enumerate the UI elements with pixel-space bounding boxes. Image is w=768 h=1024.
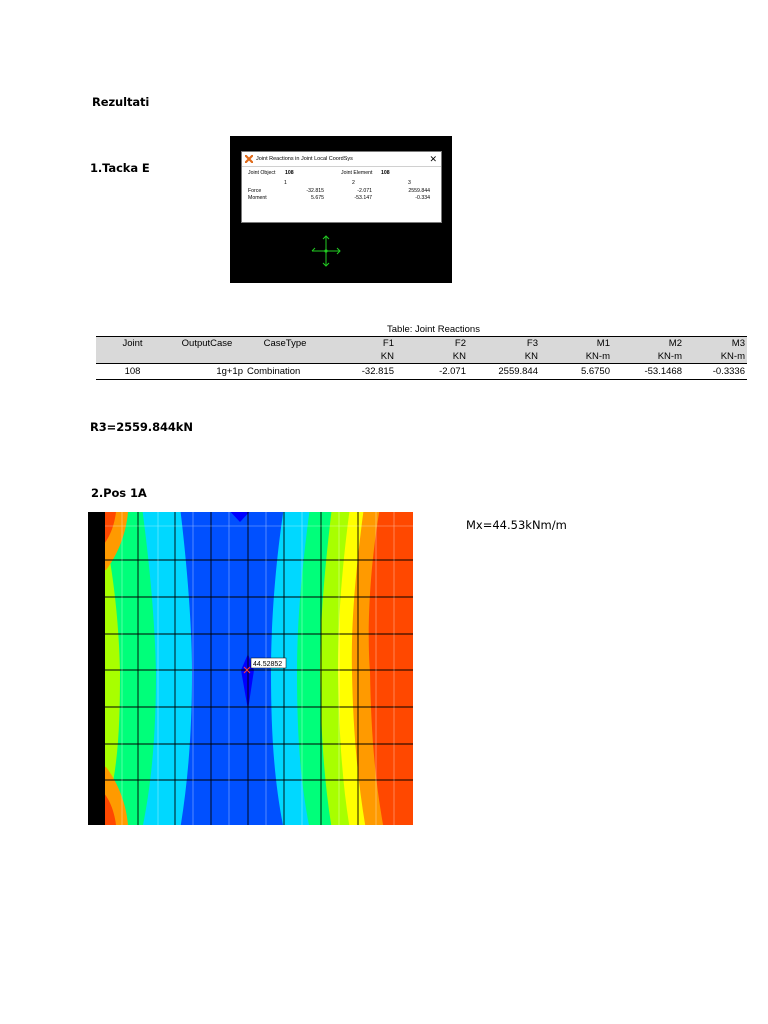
- unit-m2: KN-m: [612, 350, 684, 364]
- header-joint: Joint: [96, 336, 169, 350]
- cell-m3: -0.3336: [684, 363, 747, 380]
- app-icon: [245, 155, 253, 163]
- header-case-type: CaseType: [245, 336, 325, 350]
- mesh-grid: [88, 512, 413, 825]
- peak-marker-icon: [243, 666, 251, 674]
- header-m3: M3: [684, 336, 747, 350]
- unit-m3: KN-m: [684, 350, 747, 364]
- unit-f2: KN: [396, 350, 468, 364]
- cell-joint: 108: [96, 363, 169, 380]
- dialog-title: Joint Reactions in Joint Local CoordSys: [256, 156, 353, 162]
- joint-reactions-dialog: Joint Reactions in Joint Local CoordSys …: [241, 151, 442, 223]
- section-title-tacka-e: 1.Tacka E: [90, 161, 150, 175]
- header-f3: F3: [468, 336, 540, 350]
- joint-object-value: 108: [285, 170, 294, 176]
- contour-band-light-blue: [180, 512, 284, 825]
- unit-f3: KN: [468, 350, 540, 364]
- section-title-rezultati: Rezultati: [92, 95, 150, 109]
- corner-br-red: [384, 781, 406, 825]
- moment-contour-plot: 44.52852: [88, 512, 413, 825]
- contour-band-blue-top: [230, 512, 250, 522]
- unit-case-type: [245, 350, 325, 364]
- header-output-case: OutputCase: [169, 336, 245, 350]
- sub-grid: [88, 512, 413, 825]
- unit-joint: [96, 350, 169, 364]
- cell-f3: 2559.844: [468, 363, 540, 380]
- force-label: Force: [248, 188, 262, 194]
- moment-value-2: -53.147: [354, 195, 372, 201]
- table-title: Table: Joint Reactions: [387, 324, 480, 335]
- cell-f2: -2.071: [396, 363, 468, 380]
- table-row: 108 1g+1p Combination -32.815 -2.071 255…: [96, 363, 747, 380]
- value-label: 44.52852: [253, 661, 282, 668]
- col-header-3: 3: [408, 180, 411, 186]
- moment-label: Moment: [248, 195, 267, 201]
- joint-reactions-table: Table: Joint Reactions Joint OutputCase …: [96, 324, 747, 380]
- moment-value-3: -0.334: [415, 195, 430, 201]
- cell-m2: -53.1468: [612, 363, 684, 380]
- close-icon[interactable]: ✕: [429, 154, 437, 164]
- joint-object-label: Joint Object: [248, 170, 276, 176]
- cell-m1: 5.6750: [540, 363, 612, 380]
- cell-f1: -32.815: [325, 363, 396, 380]
- cell-output-case: 1g+1p: [169, 363, 245, 380]
- unit-output-case: [169, 350, 245, 364]
- table-units-row: KN KN KN KN-m KN-m KN-m: [96, 350, 747, 364]
- value-label-box: [250, 657, 287, 669]
- moment-value-1: 5.675: [311, 195, 324, 201]
- col-header-2: 2: [352, 180, 355, 186]
- section-title-pos-1a: 2.Pos 1A: [91, 486, 147, 500]
- mx-result: Mx=44.53kNm/m: [466, 518, 567, 532]
- r3-result: R3=2559.844kN: [90, 420, 193, 434]
- joint-element-label: Joint Element: [341, 170, 373, 176]
- joint-axes-icon: [311, 235, 341, 267]
- force-value-2: -2.071: [357, 188, 372, 194]
- corner-tr-red: [384, 512, 406, 556]
- force-value-3: 2559.844: [408, 188, 430, 194]
- unit-f1: KN: [325, 350, 396, 364]
- joint-reactions-screenshot: Joint Reactions in Joint Local CoordSys …: [230, 136, 452, 283]
- joint-element-value: 108: [381, 170, 390, 176]
- table-header-row: Joint OutputCase CaseType F1 F2 F3 M1 M2…: [96, 336, 747, 350]
- force-value-1: -32.815: [306, 188, 324, 194]
- dialog-titlebar: Joint Reactions in Joint Local CoordSys …: [242, 152, 441, 167]
- header-m1: M1: [540, 336, 612, 350]
- unit-m1: KN-m: [540, 350, 612, 364]
- header-m2: M2: [612, 336, 684, 350]
- header-f1: F1: [325, 336, 396, 350]
- col-header-1: 1: [284, 180, 287, 186]
- left-black-edge: [88, 512, 105, 825]
- header-f2: F2: [396, 336, 468, 350]
- cell-case-type: Combination: [245, 363, 325, 380]
